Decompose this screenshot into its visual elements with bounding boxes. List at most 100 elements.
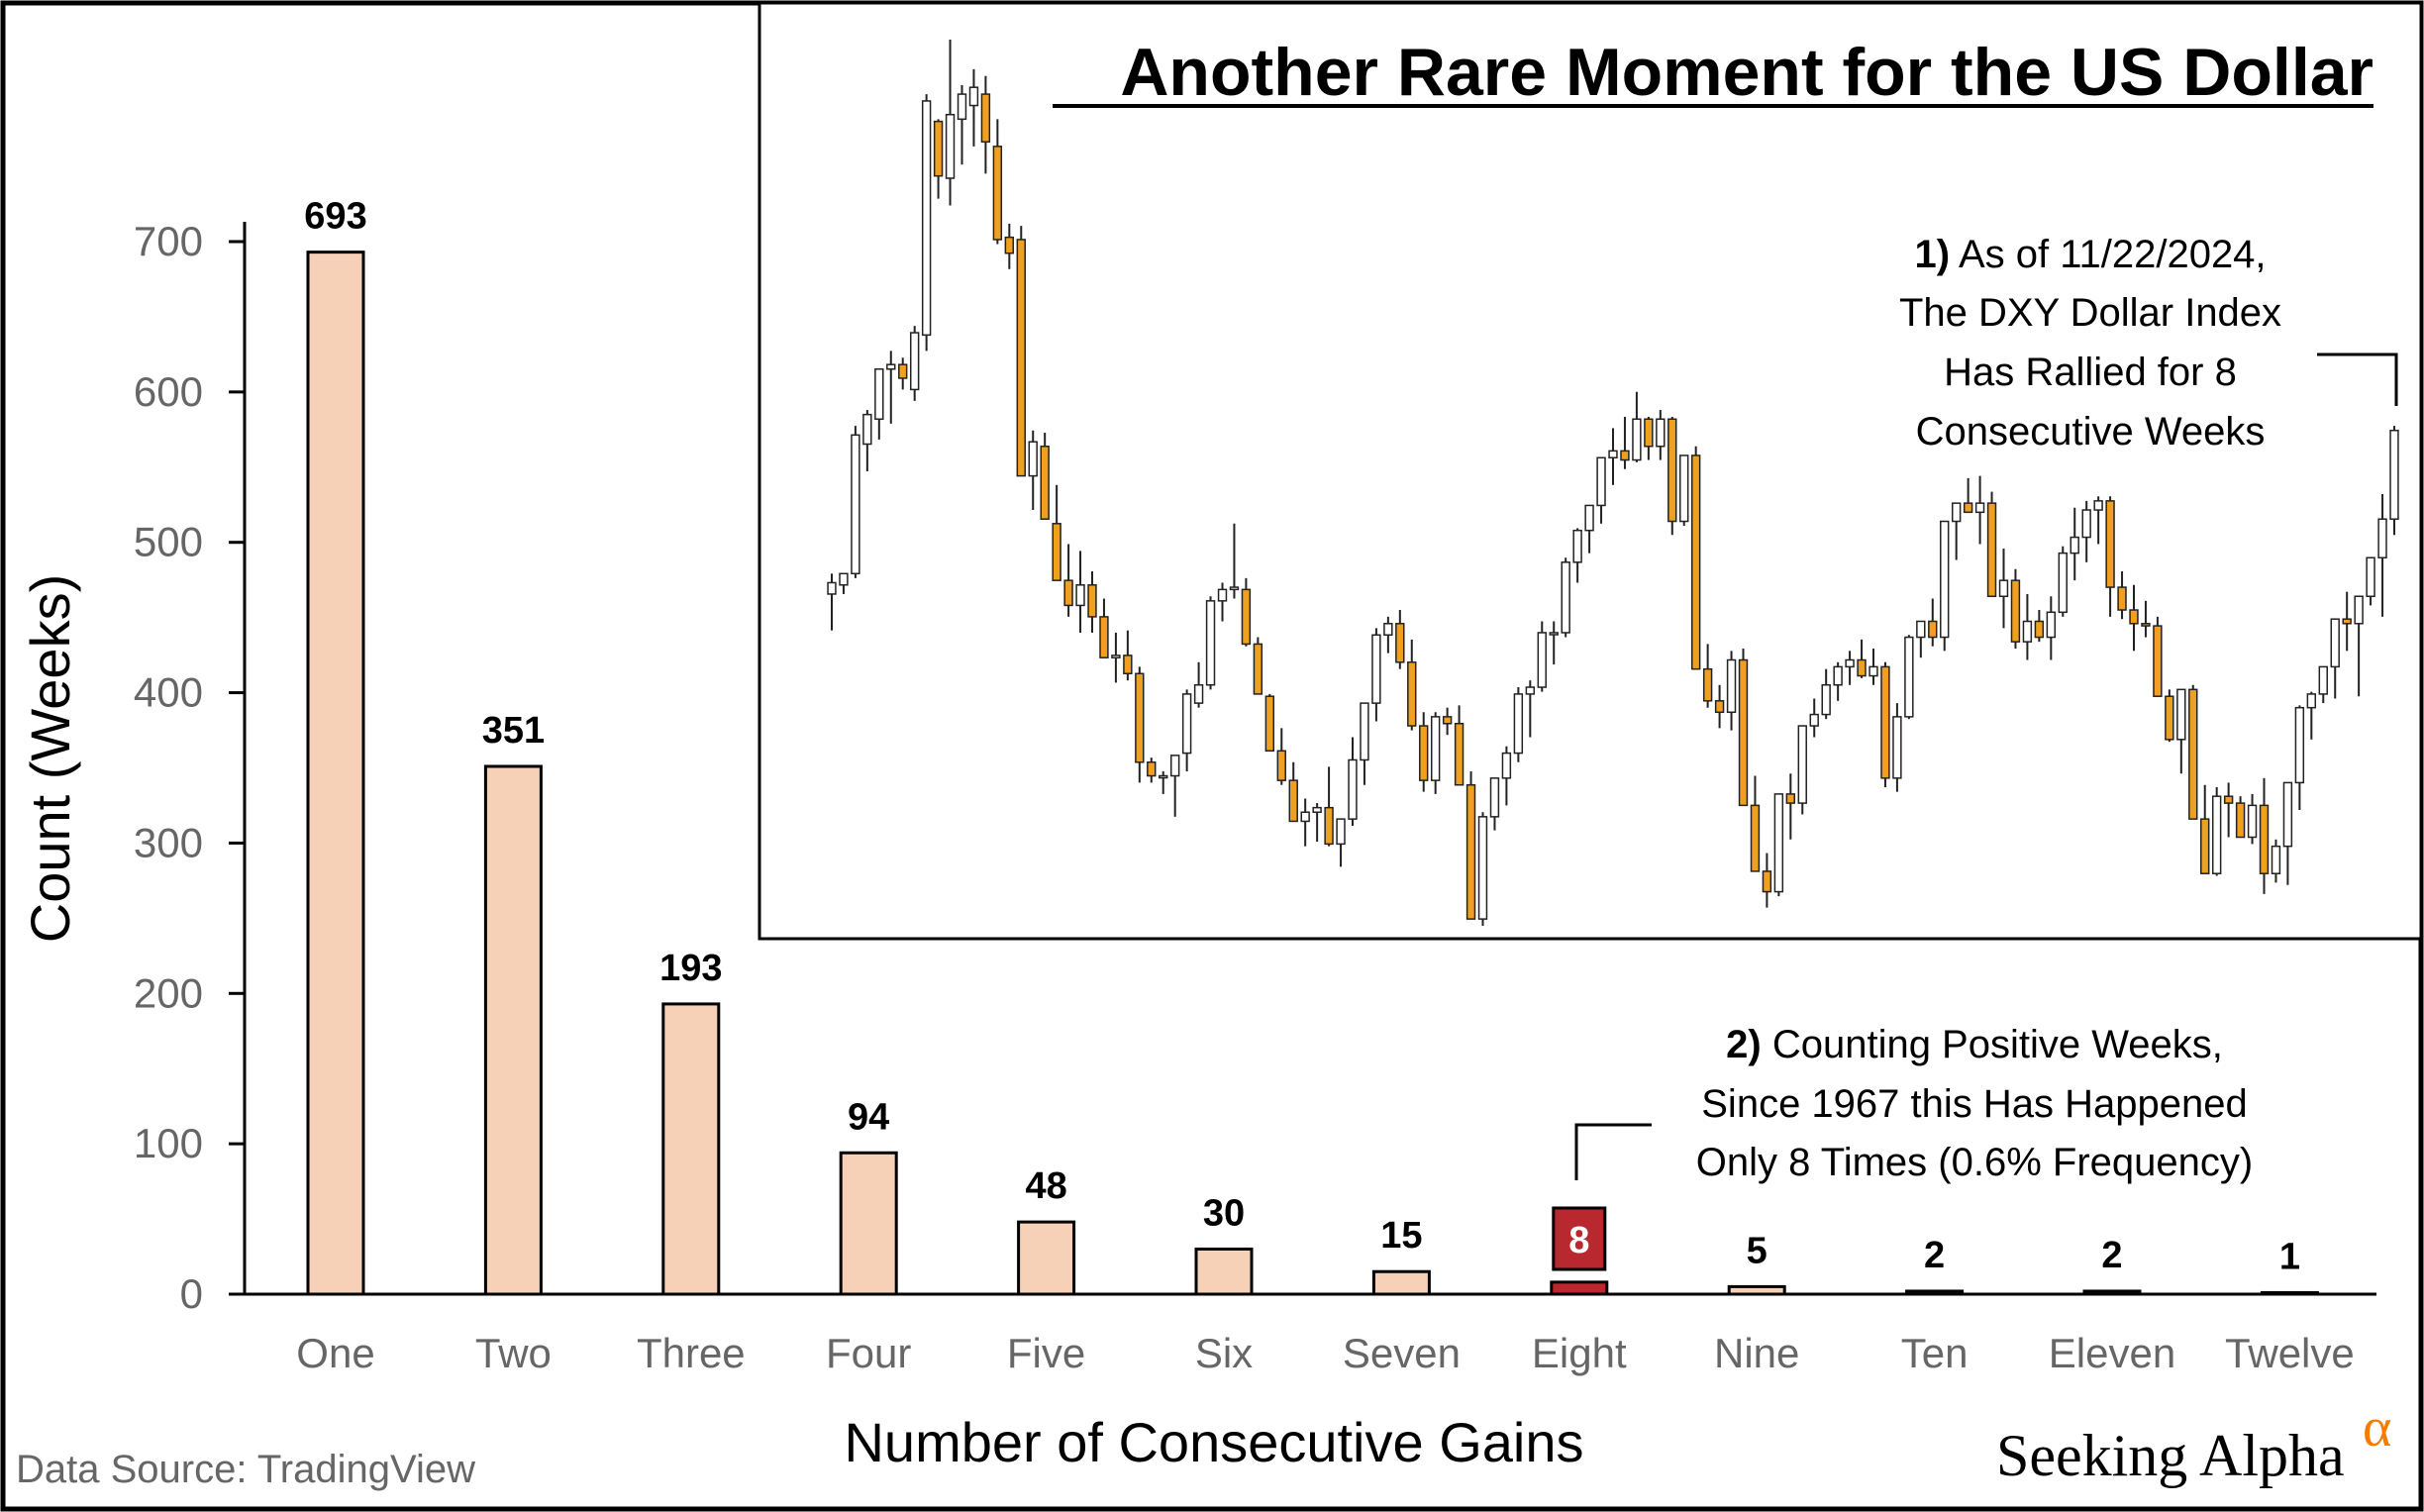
candle-up: [1513, 693, 1524, 755]
x-tick-label: Nine: [1714, 1330, 1799, 1376]
bar-value-label: 193: [659, 948, 722, 989]
candle-down: [2188, 688, 2198, 820]
candle-layer: [827, 40, 2399, 926]
y-tick-label: 500: [134, 519, 203, 565]
candle-up: [1300, 811, 1310, 823]
candle-up: [1181, 693, 1192, 755]
candle-up: [1868, 665, 1878, 677]
inset-frame: [758, 1, 2423, 941]
candle-up: [945, 113, 956, 179]
inset-annotation-number: 1): [1914, 233, 1950, 276]
candle-down: [1040, 446, 1050, 520]
candle-up: [839, 572, 849, 586]
candle-up: [1904, 636, 1914, 718]
candle-up: [2366, 556, 2375, 597]
x-tick-label: Eight: [1532, 1330, 1627, 1376]
candle-up: [1608, 450, 1618, 459]
candle-up: [1075, 584, 1085, 607]
candle-down: [2010, 579, 2021, 643]
candle-up: [1193, 683, 1204, 704]
candle-down: [2105, 500, 2115, 588]
candle-up: [1833, 665, 1843, 686]
candle-up: [2211, 795, 2222, 874]
bar-value-label: 48: [1025, 1165, 1066, 1207]
inset-annotation: 1) As of 11/22/2024, The DXY Dollar Inde…: [1899, 233, 2281, 454]
candle-up: [1596, 456, 1606, 507]
candle-down: [898, 363, 908, 379]
bar-value-label: 2: [2101, 1235, 2122, 1276]
candle-down: [1241, 588, 1252, 646]
bar-annotation: 2) Counting Positive Weeks, Since 1967 t…: [1696, 1023, 2253, 1184]
candle-down: [1785, 793, 1796, 804]
y-tick-label: 0: [180, 1270, 203, 1317]
candle-down: [1690, 454, 1701, 670]
candle-down: [1702, 667, 1713, 702]
candle-up: [1159, 774, 1168, 779]
x-tick-label: Five: [1007, 1330, 1085, 1376]
candle-down: [1135, 672, 1145, 763]
candle-up: [874, 368, 884, 420]
candle-up: [1501, 752, 1512, 779]
candle-down: [1123, 655, 1133, 675]
candle-down: [1004, 236, 1015, 254]
candle-down: [1052, 523, 1061, 581]
candle-up: [2247, 804, 2258, 839]
candle-down: [1454, 723, 1464, 786]
bar-annotation-line-3: Only 8 Times (0.6% Frequency): [1696, 1141, 2253, 1184]
candle-down: [1288, 779, 1298, 823]
candle-down: [992, 146, 1003, 241]
candle-up: [1892, 716, 1902, 779]
candle-up: [1821, 683, 1831, 716]
candle-down: [1276, 750, 1286, 781]
inset-annotation-line-1: 1) As of 11/22/2024,: [1914, 233, 2266, 276]
candle-down: [1087, 584, 1097, 618]
x-tick-label: Four: [826, 1330, 911, 1376]
candle-up: [1656, 418, 1666, 448]
candle-up: [1773, 793, 1784, 893]
candle-down: [1395, 623, 1405, 663]
candle-up: [2271, 845, 2281, 874]
bar-annotation-text-1: Counting Positive Weeks,: [1772, 1023, 2223, 1066]
candle-up: [827, 581, 837, 595]
candle-up: [1916, 620, 1926, 639]
candle-up: [1679, 454, 1689, 523]
inset-annotation-text-1: As of 11/22/2024,: [1959, 233, 2267, 276]
candle-down: [1442, 716, 1453, 725]
candle-down: [1620, 450, 1630, 461]
candle-up: [886, 363, 896, 370]
candle-up: [1561, 561, 1570, 634]
bar-annotation-line-2: Since 1967 this Has Happened: [1701, 1082, 2247, 1126]
candle-up: [1312, 806, 1322, 814]
candle-down: [1644, 418, 1654, 448]
candle-down: [2141, 623, 2151, 627]
candle-up: [1489, 777, 1500, 818]
candle-down: [1738, 658, 1749, 807]
x-tick-label: One: [296, 1330, 374, 1376]
candle-down: [1099, 616, 1109, 658]
candle-up: [1525, 686, 1536, 695]
inset-annotation-leader: [2317, 353, 2398, 406]
bar-value-label: 351: [482, 710, 545, 752]
bar-value-label: 5: [1747, 1230, 1768, 1271]
bar-six: [1194, 1247, 1254, 1296]
bar-value-label: 94: [848, 1096, 889, 1138]
bar-layer: One 693 Two 351 Three 193 Four 94 Five 48 Six 30 Sev…: [296, 196, 2354, 1376]
bar-value-label: 8: [1568, 1220, 1589, 1261]
candle-up: [1726, 658, 1737, 714]
y-tick-label: 400: [134, 669, 203, 716]
brand-logo: Seeking Alpha: [1996, 1423, 2345, 1488]
bar-seven: [1371, 1269, 1431, 1296]
candle-up: [2081, 509, 2091, 539]
source-note: Data Source: TradingView: [16, 1448, 475, 1491]
candle-down: [1963, 502, 1973, 514]
candle-up: [1572, 529, 1582, 563]
y-tick-label: 700: [134, 218, 203, 264]
candle-up: [2354, 595, 2364, 625]
candle-down: [1407, 661, 1417, 727]
candle-up: [1336, 818, 1346, 846]
bar-value-label: 15: [1380, 1215, 1422, 1257]
candle-up: [1845, 658, 1855, 668]
candle-up: [1974, 502, 1985, 514]
